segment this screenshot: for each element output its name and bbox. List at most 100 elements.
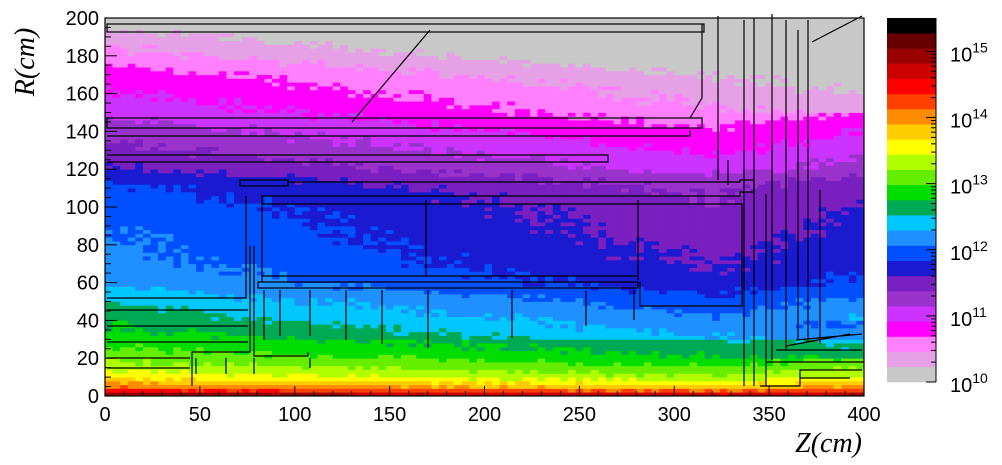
heatmap-cell [469,225,478,231]
heatmap-cell [142,195,151,200]
heatmap-cell [188,138,197,144]
heatmap-cell [271,278,280,283]
heatmap-cell [150,101,159,106]
heatmap-cell [401,327,409,333]
heatmap-cell [309,263,318,268]
heatmap-cell [188,63,197,68]
heatmap-cell [401,93,409,98]
heatmap-cell [461,384,470,389]
heatmap-cell [385,361,394,367]
heatmap-cell [401,377,409,382]
heatmap-cell [211,150,220,155]
heatmap-cell [401,278,409,283]
heatmap-cell [340,305,349,310]
heatmap-cell [385,120,394,125]
heatmap-cell [347,214,356,219]
heatmap-cell [188,120,197,125]
heatmap-cell [416,346,425,352]
heatmap-cell [309,195,318,200]
heatmap-cell [264,380,273,386]
heatmap-cell [120,316,129,321]
heatmap-cell [469,93,478,98]
heatmap-cell [408,104,417,110]
heatmap-cell [135,218,144,223]
heatmap-cell [317,112,326,117]
heatmap-cell [279,263,288,268]
heatmap-cell [416,259,425,265]
heatmap-cell [271,199,280,204]
heatmap-cell [385,67,394,72]
heatmap-cell [203,207,212,212]
heatmap-cell [325,195,334,200]
heatmap-cell [218,70,227,76]
heatmap-cell [158,59,167,64]
heatmap-cell [127,138,136,144]
heatmap-cell [158,214,167,219]
heatmap-cell [180,244,189,249]
heatmap-cell [309,25,318,30]
heatmap-cell [112,131,121,136]
heatmap-cell [423,384,432,389]
heatmap-cell [431,195,440,200]
heatmap-cell [287,380,296,386]
heatmap-cell [378,120,387,125]
heatmap-cell [135,33,144,38]
heatmap-cell [150,123,159,129]
heatmap-cell [302,146,311,151]
heatmap-cell [188,82,197,87]
heatmap-cell [454,146,463,151]
heatmap-cell [203,176,212,181]
heatmap-cell [325,74,334,79]
heatmap-cell [332,55,341,60]
heatmap-cell [438,267,447,272]
heatmap-cell [302,373,311,378]
heatmap-cell [401,184,409,189]
heatmap-cell [454,97,463,102]
heatmap-cell [256,93,265,98]
heatmap-cell [294,93,303,98]
heatmap-cell [446,36,455,42]
heatmap-cell [423,127,432,132]
heatmap-cell [150,59,159,64]
heatmap-cell [294,135,303,140]
heatmap-cell [188,263,197,268]
heatmap-cell [454,229,463,234]
heatmap-cell [256,131,265,136]
heatmap-cell [476,135,485,140]
heatmap-cell [325,127,334,132]
heatmap-cell [332,52,341,57]
heatmap-cell [347,339,356,344]
heatmap-cell [173,388,182,393]
heatmap-cell [173,52,182,57]
heatmap-cell [408,191,417,197]
heatmap-cell [196,267,205,272]
heatmap-cell [355,350,364,355]
heatmap-cell [218,312,227,318]
heatmap-cell [203,248,212,253]
heatmap-cell [469,78,478,83]
heatmap-cell [249,150,258,155]
heatmap-cell [446,282,455,287]
heatmap-cell [302,331,311,336]
heatmap-cell [461,33,470,38]
heatmap-cell [127,214,136,219]
heatmap-cell [196,131,205,136]
heatmap-cell [249,218,258,223]
heatmap-cell [196,327,205,333]
heatmap-cell [165,309,174,314]
heatmap-cell [218,36,227,42]
heatmap-cell [332,123,341,129]
heatmap-cell [203,256,212,261]
heatmap-cell [476,176,485,181]
heatmap-cell [385,331,394,336]
heatmap-cell [241,176,250,181]
heatmap-cell [226,271,235,276]
heatmap-cell [438,377,447,382]
heatmap-cell [393,112,402,117]
heatmap-cell [264,327,273,333]
heatmap-cell [234,207,243,212]
heatmap-cell [256,327,265,333]
heatmap-cell [150,225,159,231]
heatmap-cell [347,146,356,151]
heatmap-cell [385,275,394,280]
